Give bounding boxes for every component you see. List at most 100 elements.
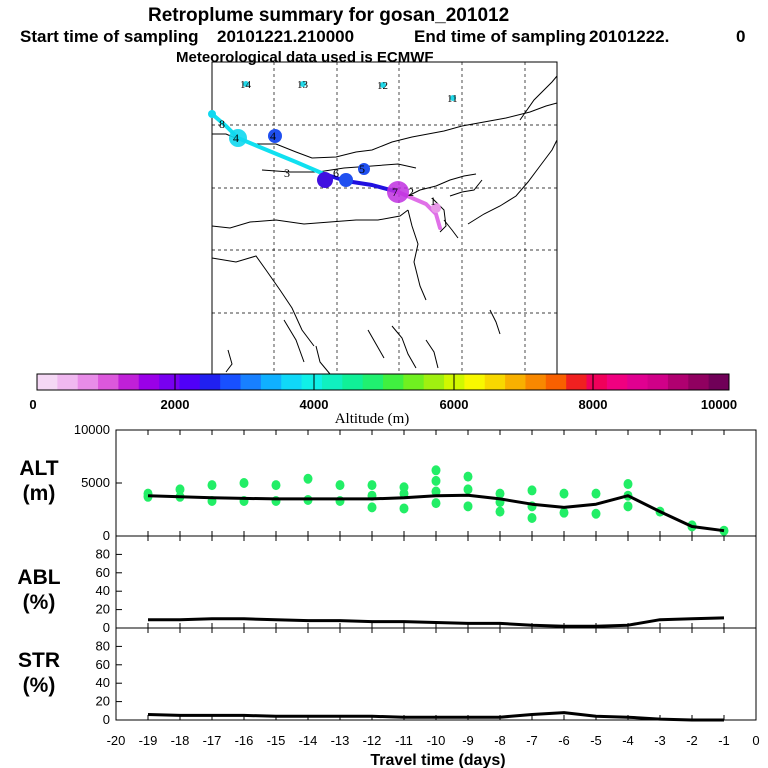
colorbar-swatch bbox=[566, 374, 588, 390]
sampling-end-value: 20101222. bbox=[589, 27, 669, 46]
scatter-point bbox=[335, 480, 345, 491]
colorbar-swatch bbox=[545, 374, 567, 390]
sampling-end-suffix: 0 bbox=[736, 27, 745, 46]
colorbar-swatch bbox=[240, 374, 262, 390]
colorbar-swatch bbox=[98, 374, 119, 390]
scatter-point bbox=[431, 486, 441, 497]
y-tick-label: 40 bbox=[96, 675, 110, 690]
colorbar-swatch bbox=[159, 374, 180, 390]
y-tick-label: 60 bbox=[96, 657, 110, 672]
map-frame bbox=[211, 61, 558, 375]
panel-yunit: (%) bbox=[23, 591, 56, 614]
x-tick-label: -8 bbox=[494, 733, 506, 748]
map-time-label: 11 bbox=[447, 93, 458, 105]
x-tick-label: 0 bbox=[752, 733, 759, 748]
colorbar-swatch bbox=[37, 374, 58, 390]
x-tick-label: -18 bbox=[171, 733, 190, 748]
colorbar-swatch bbox=[708, 374, 730, 390]
day-marker: 1 bbox=[430, 194, 436, 208]
scatter-point bbox=[559, 507, 569, 518]
colorbar-swatch bbox=[199, 374, 221, 390]
panel-abl: 0 20 40 60 80 ABL(%) bbox=[17, 535, 757, 635]
colorbar-tick: 4000 bbox=[300, 397, 329, 412]
colorbar-tick: 2000 bbox=[161, 397, 190, 412]
colorbar-swatch bbox=[321, 374, 343, 390]
x-tick-label: -7 bbox=[526, 733, 538, 748]
colorbar-swatch bbox=[586, 374, 608, 390]
panel-ylabel: STR bbox=[18, 649, 60, 672]
x-tick-label: -19 bbox=[139, 733, 158, 748]
map-time-label: 12 bbox=[377, 80, 388, 92]
colorbar-tick: 6000 bbox=[440, 397, 469, 412]
x-tick-label: -9 bbox=[462, 733, 474, 748]
x-tick-label: -1 bbox=[718, 733, 730, 748]
x-tick-label: -12 bbox=[363, 733, 382, 748]
scatter-point bbox=[463, 471, 473, 482]
scatter-point bbox=[623, 501, 633, 512]
scatter-point bbox=[495, 506, 505, 517]
x-tick-label: -10 bbox=[427, 733, 446, 748]
y-tick-label: 20 bbox=[96, 694, 110, 709]
colorbar-swatch bbox=[220, 374, 242, 390]
x-tick-label: -20 bbox=[107, 733, 126, 748]
colorbar-swatch bbox=[138, 374, 160, 390]
figure-title: Retroplume summary for gosan_201012 bbox=[148, 5, 509, 26]
scatter-point bbox=[399, 488, 409, 499]
scatter-point bbox=[175, 484, 185, 495]
scatter-point bbox=[463, 501, 473, 512]
scatter-point bbox=[239, 478, 249, 488]
y-tick-label: 20 bbox=[96, 602, 110, 617]
day-marker: 7 bbox=[392, 185, 398, 199]
y-tick-label: 10000 bbox=[74, 422, 110, 437]
panel-yunit: (%) bbox=[23, 674, 56, 697]
colorbar-swatch bbox=[647, 374, 669, 390]
scatter-point bbox=[399, 503, 409, 514]
x-axis-label: Travel time (days) bbox=[370, 752, 505, 768]
panel-str: 0 20 40 60 80 STR(%) bbox=[18, 627, 757, 727]
x-tick-label: -15 bbox=[267, 733, 286, 748]
y-tick-label: 80 bbox=[96, 546, 110, 561]
colorbar-swatch bbox=[383, 374, 404, 390]
x-tick-label: -2 bbox=[686, 733, 698, 748]
colorbar-tick: 8000 bbox=[579, 397, 608, 412]
colorbar-swatch bbox=[505, 374, 526, 390]
sampling-start-label: Start time of sampling bbox=[20, 27, 199, 46]
time-series-panels: 0500010000ALT(m)020406080ABL(%)020406080… bbox=[17, 422, 759, 748]
scatter-point bbox=[271, 480, 281, 491]
panel-alt: 0 5000 10000 ALT(m) bbox=[19, 422, 757, 543]
colorbar-tick: 0 bbox=[29, 397, 36, 412]
y-tick-label: 0 bbox=[103, 528, 110, 543]
colorbar-swatch bbox=[179, 374, 201, 390]
colorbar-frame bbox=[36, 373, 730, 391]
met-data-note: Meteorological data used is ECMWF bbox=[176, 49, 434, 66]
y-tick-label: 5000 bbox=[81, 475, 110, 490]
panel-ylabel: ABL bbox=[17, 566, 60, 589]
y-tick-label: 40 bbox=[96, 583, 110, 598]
scatter-point bbox=[559, 488, 569, 499]
x-tick-label: -6 bbox=[558, 733, 570, 748]
scatter-point bbox=[303, 473, 313, 484]
x-tick-label: -14 bbox=[299, 733, 318, 748]
y-tick-label: 80 bbox=[96, 638, 110, 653]
series-line bbox=[147, 493, 725, 533]
colorbar-swatch bbox=[525, 374, 547, 390]
map-time-label: 13 bbox=[297, 79, 309, 91]
panel-yunit: (m) bbox=[23, 482, 56, 505]
x-tick-label: -11 bbox=[395, 733, 413, 748]
colorbar-swatches bbox=[37, 374, 730, 390]
scatter-point bbox=[527, 512, 537, 523]
trajectory-blobs bbox=[208, 110, 441, 213]
day-marker: 5 bbox=[359, 162, 365, 176]
colorbar-swatch bbox=[627, 374, 649, 390]
panel-ylabel: ALT bbox=[19, 457, 58, 480]
colorbar-swatch bbox=[362, 374, 384, 390]
scatter-point bbox=[591, 488, 601, 499]
x-tick-label: -13 bbox=[331, 733, 350, 748]
trajectory-map: 14 13 12 11 1 2 3 4 4 5 6 7 bbox=[208, 61, 558, 375]
colorbar-tick: 10000 bbox=[701, 397, 737, 412]
scatter-point bbox=[431, 465, 441, 476]
map-coastlines bbox=[211, 75, 558, 375]
map-time-label: 14 bbox=[240, 79, 252, 91]
colorbar-swatch bbox=[342, 374, 364, 390]
